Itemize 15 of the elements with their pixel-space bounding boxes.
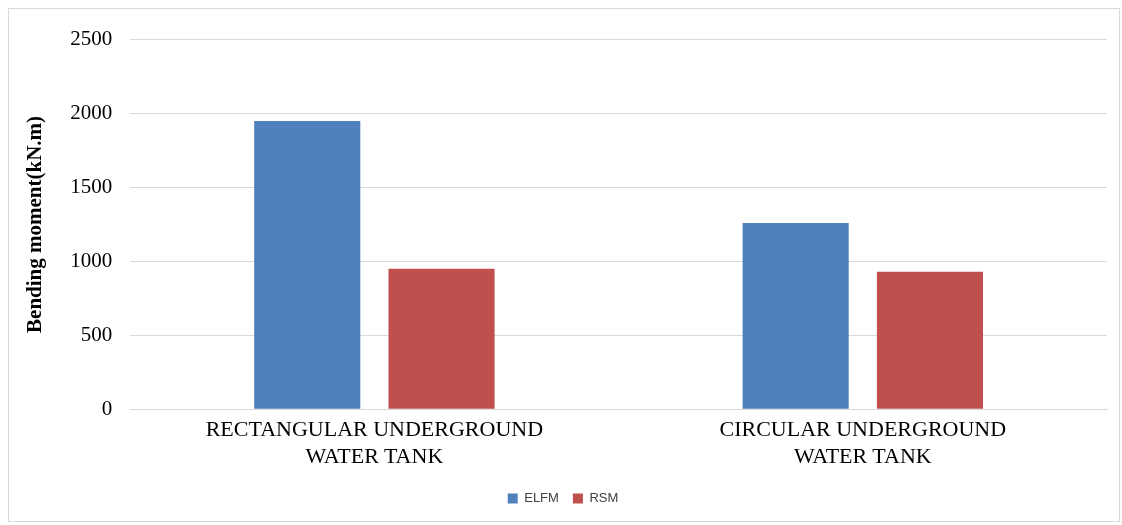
y-axis-title: Bending moment(kN.m) [22, 115, 47, 333]
x-tick-label: RECTANGULAR UNDERGROUND WATER TANK [205, 416, 544, 468]
x-tick-label: CIRCULAR UNDERGROUND WATER TANK [719, 416, 1007, 468]
y-tick-label: 2500 [70, 26, 113, 51]
legend-label: RSM [589, 490, 619, 506]
y-tick-label: 0 [101, 395, 113, 420]
y-tick-label: 500 [80, 321, 113, 346]
bar [876, 271, 984, 409]
bar [742, 222, 849, 409]
y-tick-label: 1000 [70, 247, 113, 272]
bar [254, 120, 361, 409]
legend-label: ELFM [524, 490, 559, 506]
bar [388, 268, 495, 409]
y-tick-label: 2000 [70, 100, 113, 125]
y-tick-label: 1500 [70, 173, 113, 198]
